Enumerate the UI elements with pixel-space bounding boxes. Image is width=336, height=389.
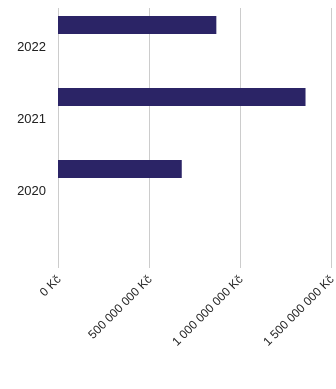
category-label-2022: 2022 [17, 39, 46, 54]
bars [58, 16, 306, 178]
bar-2020 [58, 160, 182, 178]
bar-2021 [58, 88, 306, 106]
category-label-2020: 2020 [17, 183, 46, 198]
gridlines [58, 8, 332, 268]
x-tick-label-1: 500 000 000 Kč [85, 272, 154, 341]
bar-2022 [58, 16, 217, 34]
x-tick-label-2: 1 000 000 000 Kč [169, 272, 245, 348]
category-labels: 2022 2021 2020 [17, 39, 46, 198]
category-label-2021: 2021 [17, 111, 46, 126]
x-tick-label-3: 1 500 000 000 Kč [260, 272, 336, 348]
x-tick-labels: 0 Kč 500 000 000 Kč 1 000 000 000 Kč 1 500 … [37, 272, 336, 348]
x-tick-label-0: 0 Kč [37, 272, 64, 299]
